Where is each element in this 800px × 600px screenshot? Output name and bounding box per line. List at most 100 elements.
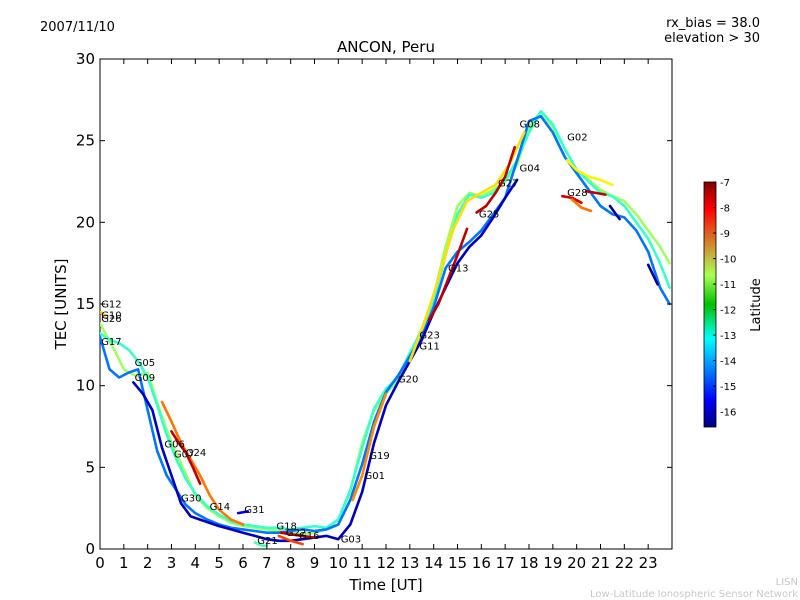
satellite-label: G20 bbox=[398, 374, 418, 385]
x-tick-label: 18 bbox=[519, 554, 538, 572]
x-tick-label: 11 bbox=[353, 554, 372, 572]
y-tick-label: 10 bbox=[76, 377, 95, 395]
satellite-label: G06 bbox=[164, 440, 184, 451]
colorbar-tick-label: -8 bbox=[720, 204, 730, 215]
series-line bbox=[565, 159, 614, 187]
colorbar-tick-label: -11 bbox=[720, 280, 736, 291]
colorbar bbox=[703, 181, 717, 428]
series-line bbox=[236, 510, 250, 515]
series-line bbox=[427, 227, 469, 322]
satellite-label: G05 bbox=[135, 358, 155, 369]
y-tick-label: 0 bbox=[85, 540, 95, 558]
colorbar-tick-label: -14 bbox=[720, 357, 736, 368]
satellite-label: G30 bbox=[181, 494, 201, 505]
x-tick-label: 12 bbox=[376, 554, 395, 572]
satellite-label: G11 bbox=[419, 342, 439, 353]
chart-title: ANCON, Peru bbox=[337, 38, 435, 56]
satellite-label: G25 bbox=[479, 209, 499, 220]
x-tick-label: 23 bbox=[639, 554, 658, 572]
date-label: 2007/11/10 bbox=[40, 20, 115, 35]
x-tick-label: 5 bbox=[214, 554, 224, 572]
x-axis: 0 1 2 3 4 5 6 7 8 9 10 11 12 13 14 15 16 17 18 19 20 21 22 23 bbox=[95, 59, 658, 572]
x-tick-label: 10 bbox=[329, 554, 348, 572]
satellite-label: G22 bbox=[286, 528, 306, 539]
series-line bbox=[351, 392, 388, 502]
x-tick-label: 22 bbox=[615, 554, 634, 572]
series-layer bbox=[100, 110, 671, 547]
series-line bbox=[277, 534, 304, 546]
y-tick-label: 20 bbox=[76, 213, 95, 231]
x-tick-label: 0 bbox=[95, 554, 105, 572]
satellite-label: G04 bbox=[520, 164, 540, 175]
x-tick-label: 15 bbox=[448, 554, 467, 572]
satellite-label: G08 bbox=[520, 120, 540, 131]
satellite-label: G18 bbox=[276, 521, 296, 532]
satellite-label: G31 bbox=[244, 505, 264, 516]
x-tick-label: 7 bbox=[262, 554, 272, 572]
x-tick-label: 6 bbox=[238, 554, 248, 572]
series-line bbox=[570, 198, 593, 213]
series-line bbox=[279, 531, 316, 539]
satellite-label: G21 bbox=[257, 536, 277, 547]
elevation-label: elevation > 30 bbox=[664, 31, 760, 46]
series-line bbox=[408, 131, 526, 363]
series-line bbox=[608, 204, 621, 221]
x-tick-label: 2 bbox=[143, 554, 153, 572]
series-line bbox=[100, 110, 671, 531]
y-tick-label: 25 bbox=[76, 132, 95, 150]
satellite-label: G02 bbox=[567, 133, 587, 144]
x-tick-label: 19 bbox=[543, 554, 562, 572]
rx-bias-label: rx_bias = 38.0 bbox=[666, 16, 760, 31]
series-line bbox=[584, 190, 607, 196]
satellite-label: G28 bbox=[567, 188, 587, 199]
satellite-label: G07 bbox=[174, 450, 194, 461]
colorbar-tick-label: -13 bbox=[720, 331, 736, 342]
series-line bbox=[100, 310, 107, 317]
series-line bbox=[646, 263, 659, 286]
satellite-label: G09 bbox=[135, 373, 155, 384]
satellite-label: G12 bbox=[101, 299, 121, 310]
y-axis: 0 5 10 15 20 25 30 bbox=[76, 50, 672, 558]
satellite-label: G26 bbox=[101, 314, 121, 325]
satellite-label: G10 bbox=[101, 311, 121, 322]
colorbar-ticks: -7 -8 -9 -10 -11 -12 -13 -14 -15 -16 bbox=[713, 178, 736, 419]
footer-lisn: LISN bbox=[776, 577, 798, 588]
x-tick-label: 16 bbox=[472, 554, 491, 572]
series-line bbox=[475, 145, 516, 214]
satellite-label: G14 bbox=[210, 502, 230, 513]
satellite-label: G17 bbox=[101, 337, 121, 348]
colorbar-tick-label: -12 bbox=[720, 306, 736, 317]
series-line bbox=[561, 194, 583, 204]
x-tick-label: 20 bbox=[567, 554, 586, 572]
x-axis-label: Time [UT] bbox=[348, 576, 422, 594]
x-tick-label: 3 bbox=[167, 554, 177, 572]
y-tick-label: 5 bbox=[85, 458, 95, 476]
x-tick-label: 21 bbox=[591, 554, 610, 572]
series-line bbox=[170, 430, 202, 485]
satellite-label: G24 bbox=[186, 448, 206, 459]
x-tick-label: 8 bbox=[286, 554, 296, 572]
satellite-label: G13 bbox=[448, 263, 468, 274]
footer-network: Low-Latitude Ionospheric Sensor Network bbox=[590, 589, 798, 600]
x-tick-label: 4 bbox=[191, 554, 201, 572]
x-tick-label: 17 bbox=[496, 554, 515, 572]
x-tick-label: 14 bbox=[424, 554, 443, 572]
colorbar-label: Latitude bbox=[749, 278, 764, 332]
satellite-label: G16 bbox=[299, 531, 319, 542]
satellite-label: G01 bbox=[365, 471, 385, 482]
series-line bbox=[253, 541, 269, 547]
satellite-label: G27 bbox=[498, 178, 518, 189]
x-tick-label: 13 bbox=[400, 554, 419, 572]
colorbar-tick-label: -9 bbox=[720, 229, 730, 240]
y-axis-label: TEC [UNITS] bbox=[52, 259, 70, 351]
y-tick-label: 30 bbox=[76, 50, 95, 68]
colorbar-tick-label: -10 bbox=[720, 255, 736, 266]
y-tick-label: 15 bbox=[76, 295, 95, 313]
satellite-label: G03 bbox=[341, 535, 361, 546]
satellite-label: G23 bbox=[419, 330, 439, 341]
colorbar-tick-label: -7 bbox=[720, 178, 730, 189]
x-tick-label: 1 bbox=[119, 554, 129, 572]
series-line bbox=[160, 400, 245, 526]
